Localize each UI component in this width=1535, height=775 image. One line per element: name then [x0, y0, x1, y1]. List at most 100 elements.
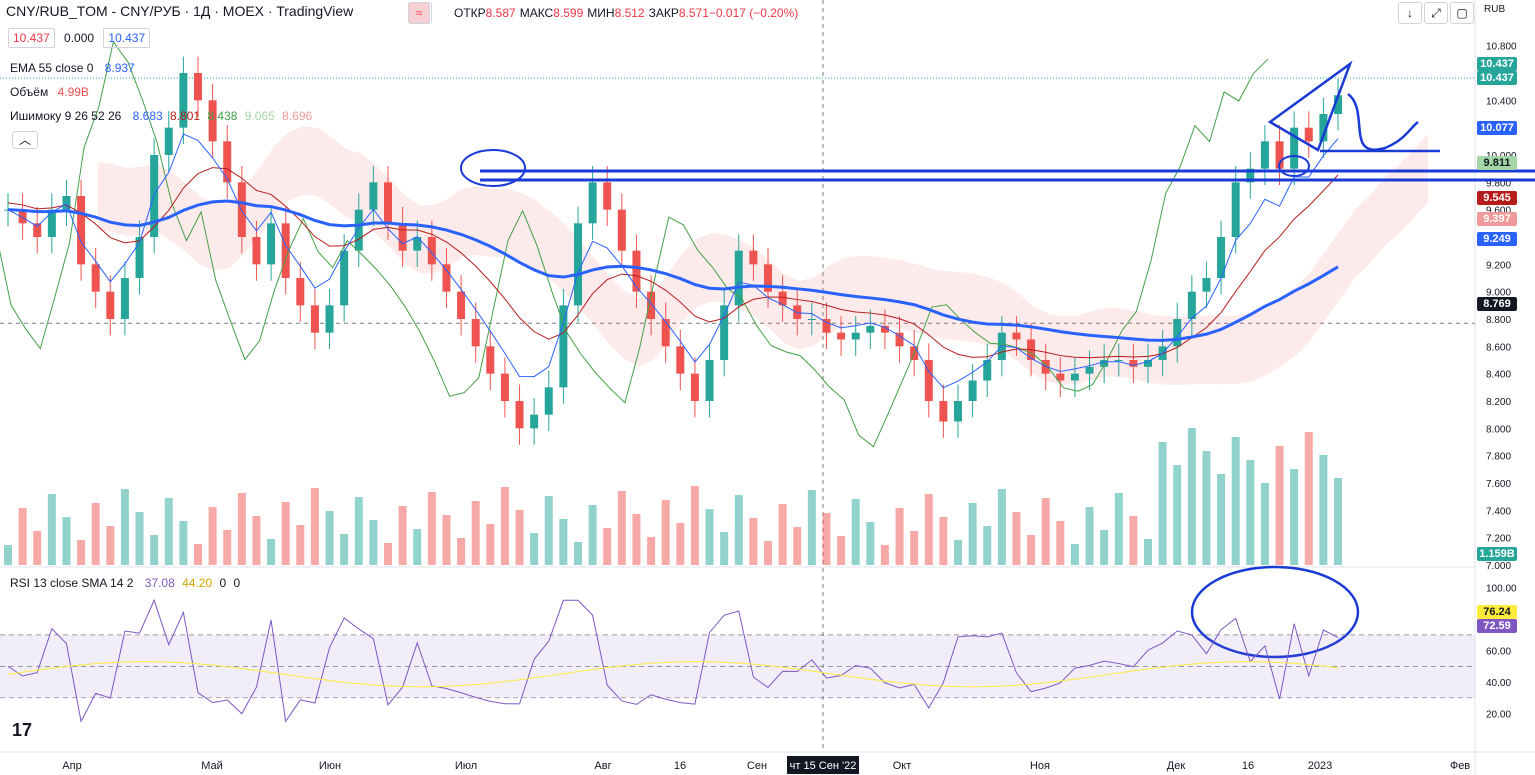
candle-body	[515, 401, 524, 429]
time-tick: Сен	[747, 760, 767, 772]
ohlc-key: МИН	[587, 6, 615, 20]
ichimoku-lagging: 8.438	[207, 109, 238, 123]
ohlc-readout: ОТКР8.587 МАКС8.599 МИН8.512 ЗАКР8.571−0.01…	[450, 6, 798, 20]
price-tick: 8.200	[1486, 397, 1511, 408]
volume-bar	[1290, 469, 1299, 565]
volume-bar	[486, 524, 495, 565]
volume-bar	[647, 537, 656, 565]
rsi-ma-line	[7, 661, 1339, 688]
time-tick: Ноя	[1030, 760, 1050, 772]
ichimoku-base-line	[7, 167, 1339, 359]
candle-body	[676, 346, 685, 374]
rsi-tick: 40.00	[1486, 678, 1511, 689]
volume-bar	[1027, 535, 1036, 565]
volume-bar	[544, 496, 553, 565]
fullscreen-icon[interactable]: ⤢	[1424, 2, 1448, 24]
candle-body	[208, 100, 217, 142]
price-tag: 9.545	[1477, 191, 1517, 205]
price-tag: 8.769	[1477, 297, 1517, 311]
volume-bar	[632, 514, 641, 565]
candle-body	[237, 182, 246, 237]
candle-body	[880, 325, 889, 333]
volume-bar	[179, 521, 188, 565]
price-tick: 8.600	[1486, 342, 1511, 353]
candle-body	[1100, 360, 1109, 367]
candle-body	[340, 250, 349, 306]
candle-body	[354, 209, 363, 251]
candle-body	[1070, 373, 1079, 381]
ichimoku-lead-a: 9.065	[244, 109, 275, 123]
currency-label: RUB	[1484, 4, 1505, 15]
candle-body	[837, 332, 846, 340]
volume-bar	[194, 544, 202, 565]
volume-bar	[617, 491, 626, 565]
time-tick: Дек	[1167, 760, 1186, 772]
volume-bar	[661, 500, 670, 565]
volume-bar	[340, 534, 349, 565]
volume-legend[interactable]: Объём 4.99B	[10, 85, 89, 99]
price-tag: 10.437	[1477, 71, 1517, 85]
collapse-legend-button[interactable]: ︿	[12, 131, 38, 149]
price-tick: 9.800	[1486, 178, 1511, 189]
candle-body	[1173, 319, 1182, 347]
bid-box[interactable]: 10.437	[8, 28, 55, 48]
volume-bar	[384, 543, 392, 565]
ema-legend[interactable]: EMA 55 close 0 8.937	[10, 61, 135, 75]
candle-body	[1012, 332, 1021, 340]
volume-bar	[603, 528, 612, 565]
rsi-line	[7, 598, 1339, 723]
candle-body	[325, 305, 334, 333]
ask-box[interactable]: 10.437	[103, 28, 151, 48]
candle-body	[310, 305, 319, 333]
maximize-icon[interactable]: ▢	[1450, 2, 1474, 24]
chart-title: CNY/RUB_TOM - CNY/РУБ · 1Д · MOEX · Trad…	[6, 3, 354, 19]
volume-bar	[1041, 498, 1050, 565]
volume-bar	[954, 540, 962, 565]
volume-bar	[910, 531, 919, 565]
candle-body	[194, 73, 202, 101]
candle-body	[617, 209, 626, 251]
volume-bar	[734, 495, 743, 565]
candle-body	[471, 319, 480, 347]
candle-body	[47, 209, 56, 237]
volume-value: 4.99B	[57, 85, 89, 99]
volume-bar	[1275, 446, 1284, 565]
candle-body	[1231, 182, 1240, 237]
candle-body	[120, 278, 129, 319]
price-tag: 10.077	[1477, 121, 1517, 135]
time-tick: Апр	[62, 760, 81, 772]
volume-bar	[837, 536, 846, 565]
volume-bar	[1085, 507, 1094, 565]
ema-label: EMA 55 close 0	[10, 61, 94, 75]
volume-bar	[1319, 455, 1328, 565]
candle-body	[807, 319, 816, 320]
flag-icon[interactable]: ≈	[408, 2, 430, 24]
candle-body	[661, 319, 670, 347]
price-tag: 10.437	[1477, 57, 1517, 71]
volume-bar	[18, 508, 27, 565]
rsi-tick: 100.00	[1486, 584, 1517, 595]
price-tick: 9.600	[1486, 206, 1511, 217]
ichimoku-base: 8.801	[170, 109, 201, 123]
rsi-lower: 0	[233, 576, 241, 590]
time-tick: Июн	[319, 760, 341, 772]
arrow-down-icon[interactable]: ↓	[1398, 2, 1422, 24]
candle-body	[442, 264, 451, 292]
bid-ask: 10.437 0.000 10.437	[8, 28, 151, 48]
candle-body	[924, 360, 933, 401]
ohlc-key: ОТКР	[454, 6, 486, 20]
volume-bar	[588, 505, 597, 565]
candle-body	[281, 223, 290, 278]
volume-bar	[822, 513, 831, 565]
ichimoku-legend[interactable]: Ишимоку 9 26 52 26 8.683 8.801 8.438 9.0…	[10, 109, 312, 123]
volume-bar	[120, 489, 129, 565]
volume-bar	[924, 494, 933, 565]
candle-body	[1260, 141, 1269, 169]
volume-bar	[1173, 465, 1182, 565]
rsi-legend[interactable]: RSI 13 close SMA 14 2 37.08 44.20 0 0	[10, 576, 240, 590]
volume-bar	[310, 488, 319, 565]
price-tick: 8.000	[1486, 424, 1511, 435]
price-tick: 7.600	[1486, 479, 1511, 490]
tradingview-logo[interactable]: 17	[12, 720, 33, 740]
